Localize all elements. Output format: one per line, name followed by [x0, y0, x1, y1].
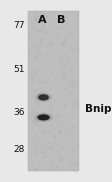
- Ellipse shape: [35, 92, 52, 102]
- Text: B: B: [57, 15, 65, 25]
- Ellipse shape: [36, 93, 50, 101]
- Text: A: A: [38, 15, 46, 25]
- Text: 28: 28: [13, 145, 25, 154]
- Text: 36: 36: [13, 108, 25, 117]
- FancyBboxPatch shape: [28, 11, 78, 171]
- Ellipse shape: [38, 94, 48, 100]
- Text: 51: 51: [13, 65, 25, 74]
- Text: Bnip3L: Bnip3L: [84, 104, 112, 114]
- Ellipse shape: [35, 113, 51, 121]
- Ellipse shape: [33, 112, 53, 122]
- Text: 77: 77: [13, 21, 25, 30]
- Ellipse shape: [37, 114, 49, 120]
